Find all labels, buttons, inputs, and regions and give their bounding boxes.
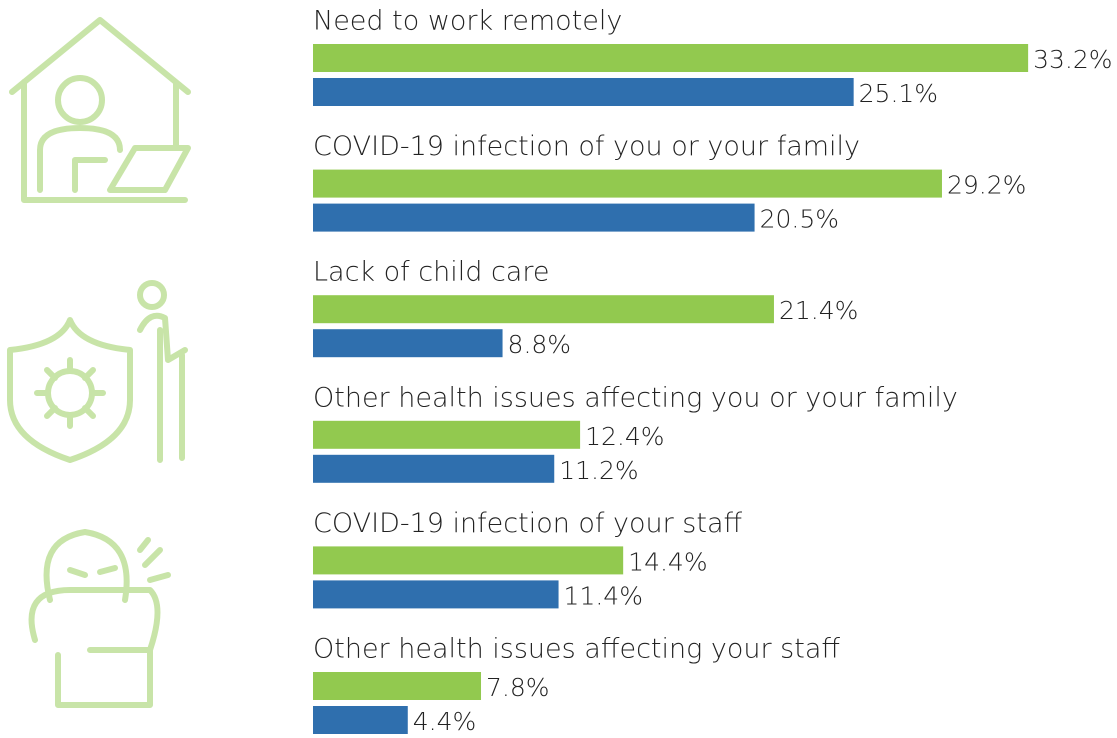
value-label: 11.2% — [559, 456, 638, 485]
value-label: 25.1% — [859, 79, 938, 108]
bar — [313, 546, 624, 575]
bar — [313, 672, 482, 700]
value-label: 33.2% — [1033, 45, 1112, 74]
bar — [313, 169, 942, 198]
value-label: 21.4% — [779, 296, 858, 325]
value-label: 12.4% — [585, 422, 664, 451]
value-label: 14.4% — [628, 547, 707, 576]
bar — [313, 44, 1029, 72]
bar — [313, 580, 559, 609]
value-label: 4.4% — [413, 707, 477, 736]
bar — [313, 420, 581, 449]
icon-coughing — [28, 529, 171, 708]
category-label: COVID-19 infection of your staff — [313, 508, 743, 539]
icon-remote-work — [9, 17, 191, 203]
value-label: 8.8% — [508, 330, 572, 359]
category-label: Lack of child care — [313, 257, 549, 288]
category-label: Other health issues affecting you or you… — [313, 382, 958, 413]
icon-vulnerable — [7, 280, 188, 463]
value-label: 20.5% — [760, 205, 839, 234]
bar — [313, 295, 774, 324]
value-label: 7.8% — [486, 673, 550, 702]
category-label: Need to work remotely — [313, 6, 622, 37]
bar — [313, 78, 854, 106]
category-label: COVID-19 infection of you or your family — [313, 131, 860, 162]
category-label: Other health issues affecting your staff — [313, 634, 840, 665]
bar — [313, 454, 555, 483]
value-label: 29.2% — [947, 171, 1026, 200]
bar — [313, 329, 503, 358]
value-label: 11.4% — [564, 581, 643, 610]
bar — [313, 706, 408, 734]
bar — [313, 203, 755, 232]
